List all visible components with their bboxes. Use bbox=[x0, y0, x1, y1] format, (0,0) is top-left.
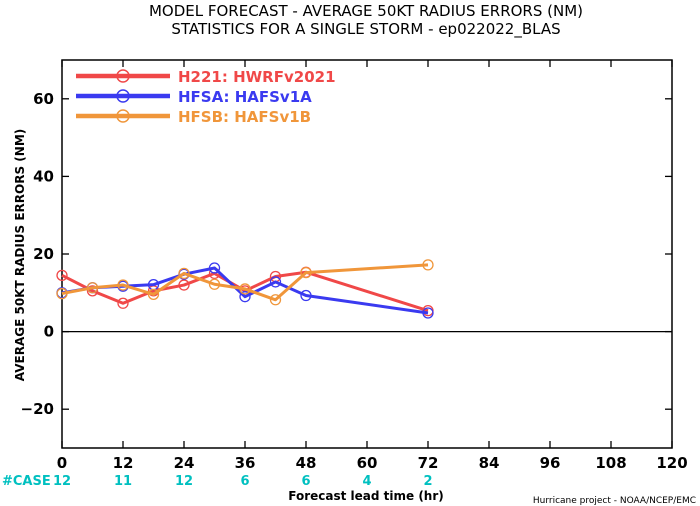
chart-title-line2: STATISTICS FOR A SINGLE STORM - ep022022… bbox=[171, 20, 560, 39]
x-tick-label: 72 bbox=[418, 454, 439, 472]
case-count: 6 bbox=[240, 474, 249, 489]
case-count: 2 bbox=[423, 474, 432, 489]
data-point bbox=[239, 283, 251, 295]
y-tick-label: 0 bbox=[44, 323, 54, 341]
x-tick-label: 60 bbox=[357, 454, 378, 472]
x-tick-label: 48 bbox=[296, 454, 317, 472]
y-tick-label: −20 bbox=[21, 400, 54, 418]
legend-marker bbox=[116, 69, 130, 83]
data-point bbox=[269, 294, 282, 306]
legend-entry: HFSB: HAFSv1B bbox=[76, 108, 311, 126]
legend: H221: HWRFv2021 HFSA: HAFSv1A HFSB: HAFSv1… bbox=[76, 68, 336, 126]
data-point bbox=[300, 266, 312, 279]
series-line bbox=[61, 263, 429, 302]
data-point bbox=[208, 278, 221, 290]
chart-title-line1: MODEL FORECAST - AVERAGE 50KT RADIUS ERR… bbox=[149, 2, 583, 20]
data-point bbox=[422, 307, 434, 319]
data-point bbox=[86, 285, 99, 297]
x-tick-label: 96 bbox=[540, 454, 561, 472]
legend-marker bbox=[116, 109, 130, 123]
x-axis-ticks: 0 12 24 36 48 60 72 84 96 108 120 bbox=[57, 60, 688, 472]
data-point bbox=[117, 297, 129, 309]
data-point bbox=[117, 279, 129, 291]
y-tick-label: 60 bbox=[33, 90, 54, 108]
x-tick-label: 12 bbox=[113, 454, 134, 472]
x-tick-label: 36 bbox=[235, 454, 256, 472]
y-axis-ticks: −20 0 20 40 60 bbox=[21, 90, 672, 418]
y-tick-label: 20 bbox=[33, 245, 54, 263]
case-count: 11 bbox=[114, 474, 132, 489]
case-count: 6 bbox=[301, 474, 310, 489]
x-tick-label: 0 bbox=[57, 454, 67, 472]
case-counts: #CASE 12 11 12 6 6 4 2 bbox=[2, 474, 433, 489]
legend-entry: H221: HWRFv2021 bbox=[76, 68, 336, 86]
data-point bbox=[300, 289, 312, 302]
case-count: 12 bbox=[53, 474, 71, 489]
x-tick-label: 120 bbox=[656, 454, 687, 472]
data-point bbox=[147, 288, 160, 301]
x-axis-label: Forecast lead time (hr) bbox=[288, 489, 444, 503]
legend-marker bbox=[116, 89, 130, 103]
data-point bbox=[86, 282, 99, 294]
case-count: 4 bbox=[362, 474, 371, 489]
data-point bbox=[56, 287, 68, 300]
series-layer bbox=[56, 259, 434, 319]
x-tick-label: 108 bbox=[595, 454, 626, 472]
data-point bbox=[178, 267, 190, 280]
series-group bbox=[56, 259, 434, 306]
legend-entry: HFSA: HAFSv1A bbox=[76, 88, 312, 106]
x-tick-label: 24 bbox=[174, 454, 195, 472]
data-point bbox=[269, 276, 282, 288]
legend-label: HFSA: HAFSv1A bbox=[178, 88, 312, 106]
data-point bbox=[239, 291, 251, 303]
data-point bbox=[178, 279, 190, 291]
data-point bbox=[422, 259, 434, 271]
y-axis-label: AVERAGE 50KT RADIUS ERRORS (NM) bbox=[13, 129, 27, 381]
legend-label: H221: HWRFv2021 bbox=[178, 68, 336, 86]
data-point bbox=[56, 269, 68, 281]
y-tick-label: 40 bbox=[33, 167, 54, 185]
data-point bbox=[208, 262, 221, 274]
credit-text: Hurricane project - NOAA/NCEP/EMC bbox=[533, 496, 696, 506]
case-count: 12 bbox=[175, 474, 193, 489]
case-header: #CASE bbox=[2, 474, 51, 489]
legend-label: HFSB: HAFSv1B bbox=[178, 108, 311, 126]
x-tick-label: 84 bbox=[479, 454, 500, 472]
